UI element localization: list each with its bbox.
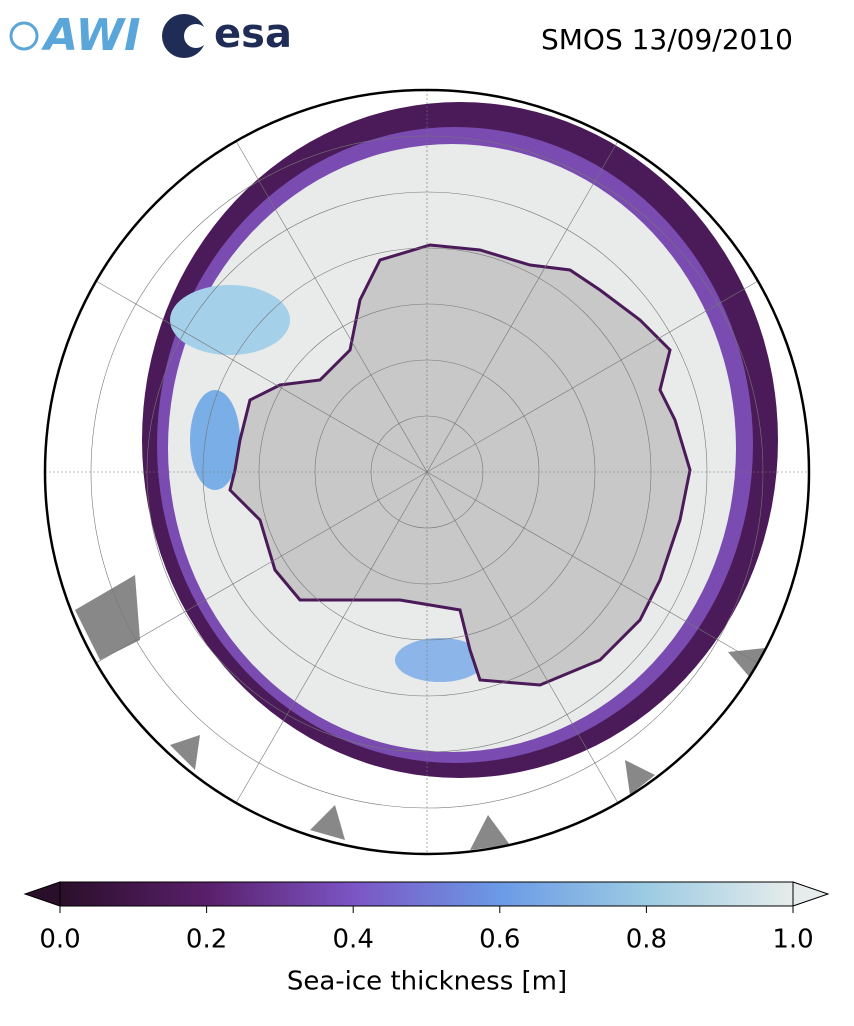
colorbar: 0.0 0.2 0.4 0.6 0.8 1.0 (23, 881, 830, 955)
graticule (45, 90, 809, 854)
tick-label: 0.2 (186, 925, 227, 955)
tick-label: 0.8 (626, 925, 667, 955)
map-border (43, 88, 811, 856)
awi-logo: AWI (9, 10, 141, 61)
esa-text: esa (214, 11, 292, 57)
title: SMOS 13/09/2010 (541, 23, 793, 56)
awi-text: AWI (41, 10, 141, 61)
tick-label: 0.0 (39, 925, 80, 955)
extend-max (792, 881, 830, 907)
tick-label: 1.0 (772, 925, 813, 955)
colorbar-label: Sea-ice thickness [m] (287, 967, 567, 997)
colorbar-gradient (59, 881, 794, 907)
tick-label: 0.4 (333, 925, 374, 955)
extend-min (23, 881, 61, 907)
tick-label: 0.6 (479, 925, 520, 955)
esa-logo: esa (162, 11, 292, 58)
map (45, 90, 809, 854)
